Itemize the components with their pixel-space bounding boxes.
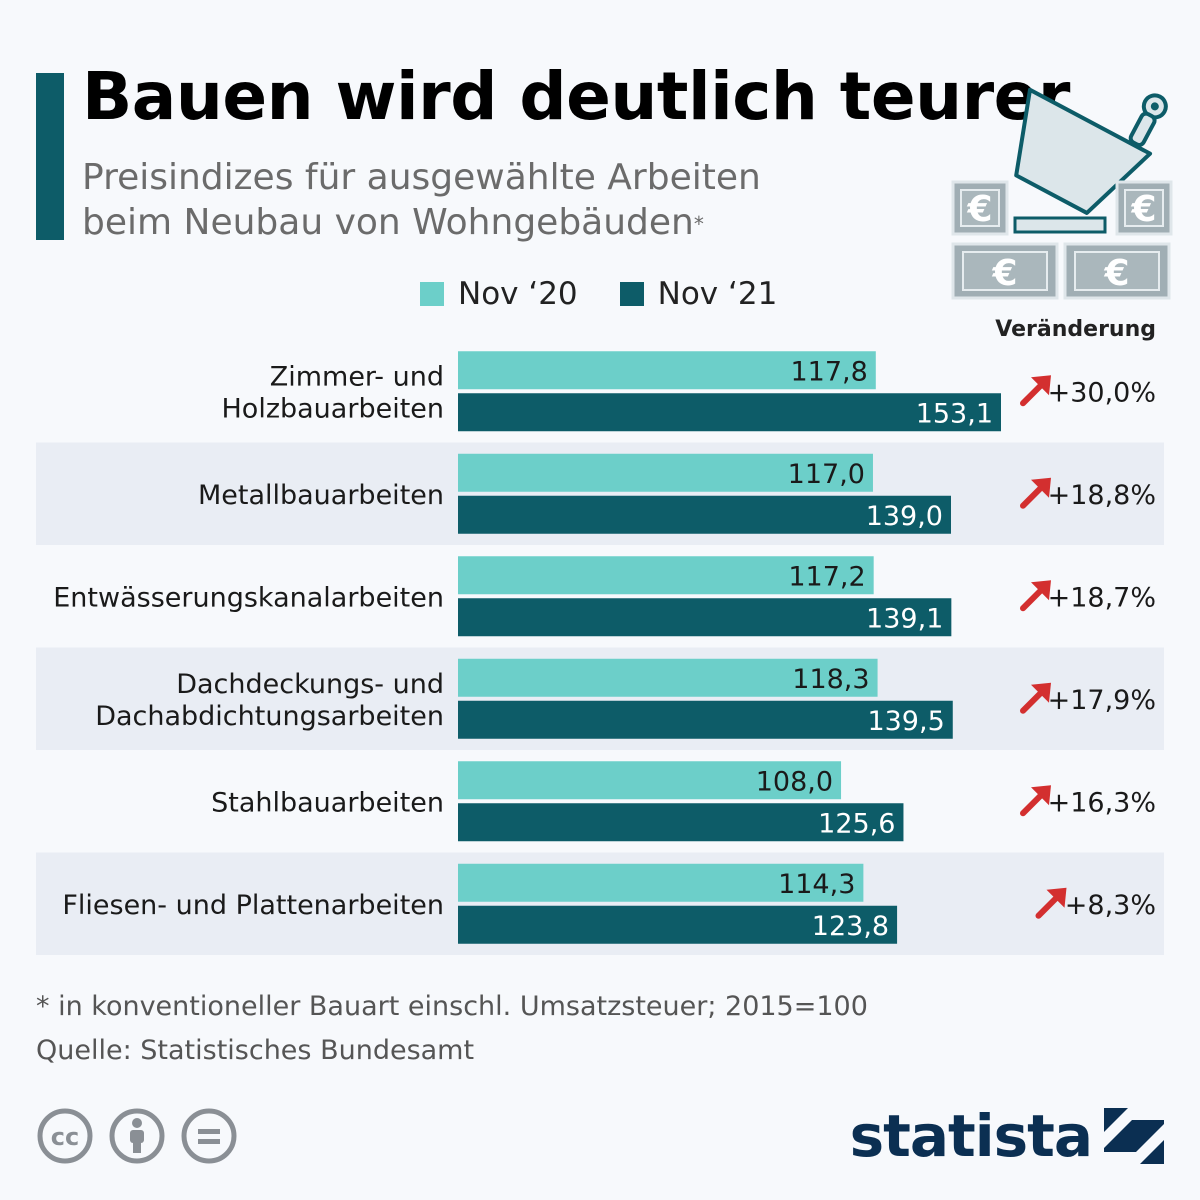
value-label-nov20: 117,0: [788, 459, 865, 490]
arrow-head-icon: [1031, 682, 1051, 703]
no-derivatives-icon: [181, 1108, 237, 1164]
change-column-header: Veränderung: [995, 317, 1156, 342]
bar-nov20: [458, 351, 876, 390]
category-label: Dachabdichtungsarbeiten: [95, 701, 444, 732]
svg-text:€: €: [1130, 189, 1156, 230]
value-label-nov21: 139,5: [867, 706, 944, 737]
category-label: Fliesen- und Plattenarbeiten: [62, 890, 444, 921]
legend-swatch-nov20: [420, 282, 444, 306]
legend-swatch-nov21: [619, 282, 644, 306]
subtitle-line-1: Preisindizes für ausgewählte Arbeiten: [82, 157, 761, 198]
subtitle-line-2-text: beim Neubau von Wohngebäuden: [82, 202, 694, 243]
value-label-nov21: 139,0: [866, 501, 943, 532]
arrow-head-icon: [1031, 580, 1051, 601]
arrow-head-icon: [1031, 785, 1051, 806]
category-label: Metallbauarbeiten: [198, 480, 444, 511]
svg-text:€: €: [966, 189, 992, 230]
value-label-nov20: 114,3: [778, 869, 855, 900]
legend-label-nov21: Nov ‘21: [657, 276, 778, 312]
change-label: +18,7%: [1048, 582, 1156, 613]
statista-logo: statista: [850, 1102, 1164, 1170]
arrow-head-icon: [1031, 477, 1051, 498]
statista-mark-icon: [1104, 1108, 1164, 1164]
subtitle-footnote-mark: *: [693, 212, 704, 236]
change-label: +18,8%: [1048, 480, 1156, 511]
value-label-nov20: 118,3: [792, 664, 869, 695]
footnote: * in konventioneller Bauart einschl. Ums…: [36, 991, 868, 1022]
change-label: +17,9%: [1048, 685, 1156, 716]
bar-nov20: [458, 556, 874, 595]
change-label: +16,3%: [1048, 787, 1156, 818]
category-label: Dachdeckungs- und: [176, 669, 444, 700]
category-label: Entwässerungskanalarbeiten: [53, 582, 444, 613]
creative-commons-icon: cc: [37, 1108, 93, 1164]
bar-nov20: [458, 863, 864, 902]
bar-nov20: [458, 761, 842, 800]
value-label-nov20: 117,8: [791, 356, 868, 387]
source-note: Quelle: Statistisches Bundesamt: [36, 1035, 475, 1066]
bar-nov21: [458, 495, 951, 534]
brand-wordmark: statista: [849, 1102, 1093, 1170]
legend-item-nov21: Nov ‘21: [619, 276, 778, 312]
bar-nov21: [458, 905, 898, 944]
license-icons: cc: [36, 1107, 252, 1165]
category-label: Zimmer- und: [270, 361, 444, 392]
svg-text:€: €: [1103, 253, 1129, 294]
bar-nov21: [458, 393, 1001, 432]
category-label: Holzbauarbeiten: [222, 393, 445, 424]
value-label-nov21: 139,1: [866, 603, 943, 634]
change-label: +30,0%: [1048, 377, 1156, 408]
bar-nov20: [458, 453, 873, 492]
trowel-and-euro-icon: € € € €: [951, 87, 1173, 300]
value-label-nov21: 153,1: [916, 398, 993, 429]
bar-nov21: [458, 700, 953, 739]
subtitle-line-2: beim Neubau von Wohngebäuden*: [82, 200, 761, 245]
svg-text:cc: cc: [51, 1123, 79, 1151]
legend-item-nov20: Nov ‘20: [420, 276, 578, 312]
bar-nov21: [458, 803, 904, 842]
bar-nov20: [458, 658, 878, 697]
attribution-icon: [109, 1108, 165, 1164]
accent-bar: [36, 73, 64, 240]
svg-text:€: €: [991, 253, 1017, 294]
chart-subtitle: Preisindizes für ausgewählte Arbeiten be…: [82, 155, 761, 245]
value-label-nov20: 117,2: [788, 561, 865, 592]
chart-legend: Nov ‘20 Nov ‘21: [420, 276, 819, 312]
legend-label-nov20: Nov ‘20: [458, 276, 578, 312]
value-label-nov21: 125,6: [818, 808, 895, 839]
arrow-head-icon: [1046, 887, 1067, 908]
value-label-nov21: 123,8: [812, 911, 889, 942]
chart-title: Bauen wird deutlich teurer: [82, 58, 1070, 135]
value-label-nov20: 108,0: [756, 766, 833, 797]
bar-nov21: [458, 598, 952, 637]
category-label: Stahlbauarbeiten: [211, 787, 444, 818]
change-label: +8,3%: [1065, 890, 1156, 921]
arrow-head-icon: [1031, 375, 1051, 396]
